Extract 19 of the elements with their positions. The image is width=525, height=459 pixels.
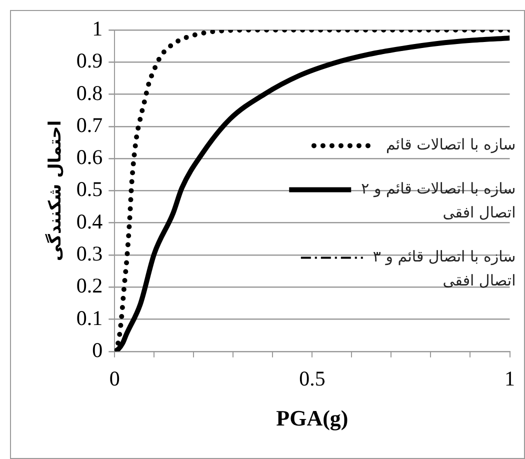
y-tick-label: 0.4 [76,209,104,234]
y-tick-label: 0.3 [76,241,103,266]
y-tick-label: 0 [92,338,103,362]
legend-label: سازه با اتصالات قائم [386,136,516,154]
y-tick-label: 0.5 [76,177,103,202]
y-axis-title: احتمال شکنندگی [44,120,66,262]
x-tick-label: 0 [109,366,120,391]
x-axis-title: PGA(g) [276,405,348,430]
y-tick-label: 0.1 [76,306,103,330]
y-tick-label: 0.6 [76,145,103,170]
legend-label: سازه با اتصال قائم و ۳ اتصال افقی [372,248,516,290]
y-tick-label: 0.8 [76,80,103,105]
x-tick-label: 1 [504,366,515,391]
x-tick-label: 0.5 [299,366,326,391]
legend-label: سازه با اتصالات قائم و ۲ اتصال افقی [361,180,516,222]
y-tick-label: 0.7 [76,112,103,137]
y-tick-label: 0.9 [76,48,103,73]
y-tick-label: 1 [92,16,103,41]
y-tick-label: 0.2 [76,274,103,298]
